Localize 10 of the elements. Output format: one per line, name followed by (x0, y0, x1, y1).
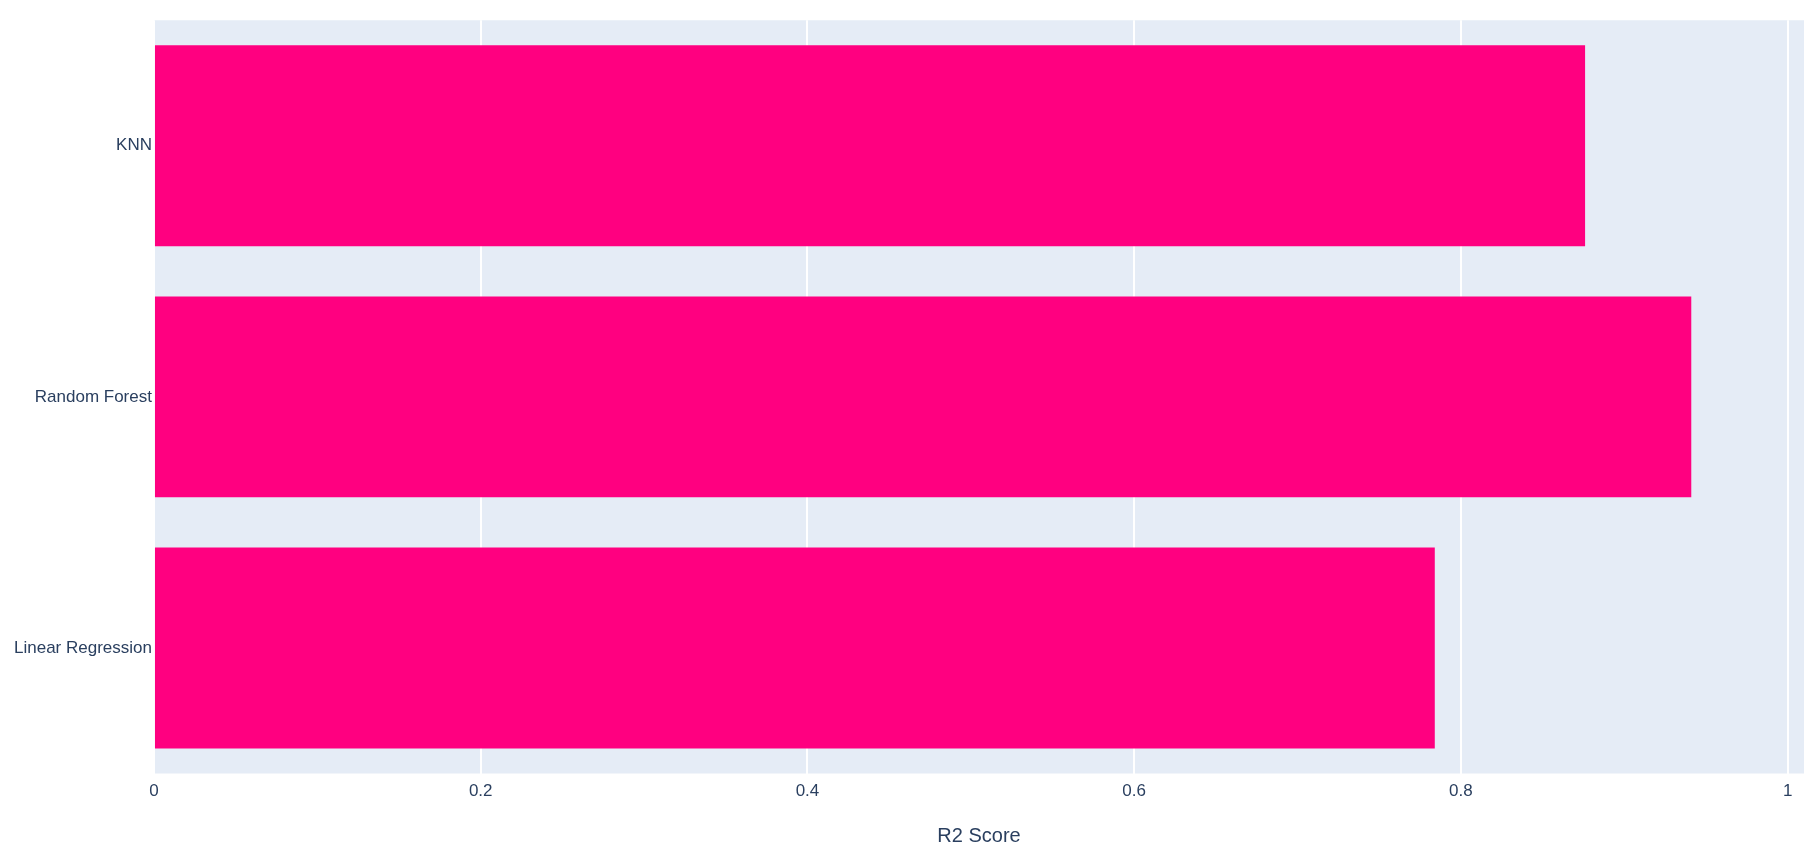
x-tick-label: 0.2 (468, 781, 493, 801)
x-tick-label: 1 (1782, 781, 1793, 801)
x-tick-label: 0.6 (1122, 781, 1147, 801)
x-axis-title: R2 Score (937, 823, 1021, 846)
y-tick-label: Linear Regression (14, 637, 152, 657)
y-tick-label: Random Forest (34, 386, 153, 406)
y-tick-label: KNN (116, 135, 152, 155)
x-tick-label: 0.8 (1449, 781, 1473, 801)
x-tick-label: 0 (149, 781, 159, 801)
x-tick-label: 0.4 (795, 781, 820, 801)
